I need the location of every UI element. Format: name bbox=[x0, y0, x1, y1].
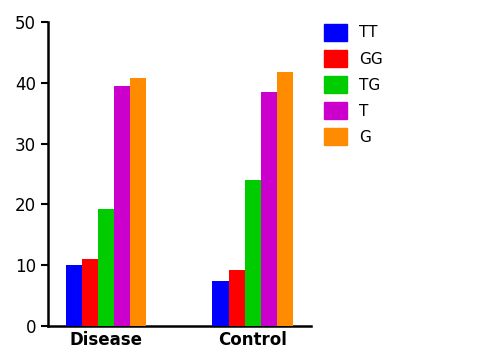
Legend: TT, GG, TG, T, G: TT, GG, TG, T, G bbox=[324, 24, 382, 145]
Bar bbox=[130, 78, 146, 326]
Bar bbox=[212, 281, 228, 326]
Bar bbox=[228, 270, 244, 326]
Bar bbox=[82, 259, 98, 326]
Bar bbox=[261, 92, 277, 326]
Bar bbox=[277, 72, 293, 326]
Bar bbox=[244, 179, 261, 326]
Bar bbox=[114, 87, 130, 326]
Bar bbox=[98, 209, 114, 326]
Bar bbox=[66, 265, 82, 326]
